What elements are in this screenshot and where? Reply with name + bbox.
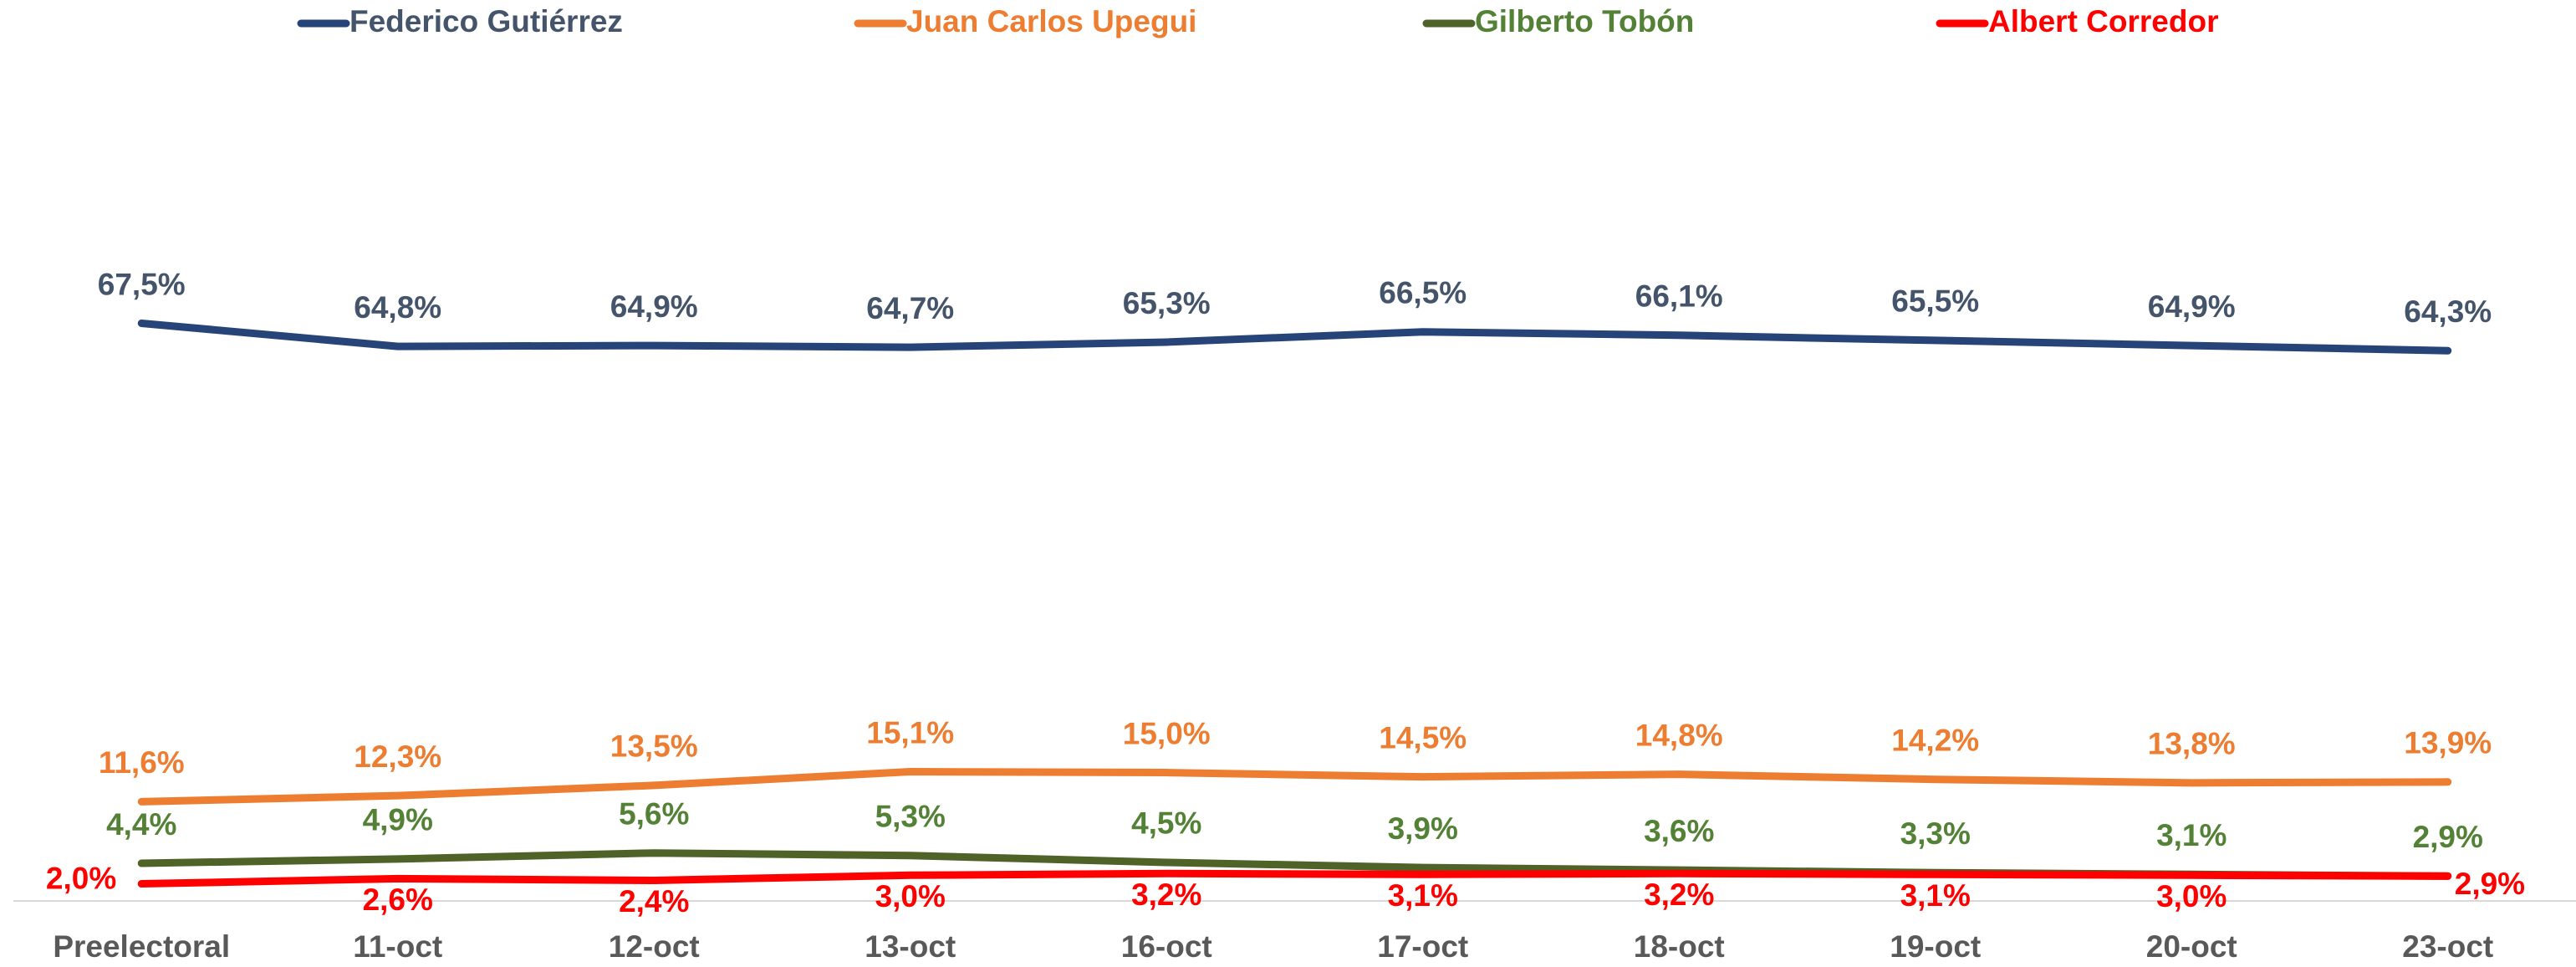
data-label: 64,9%: [610, 289, 698, 324]
legend-label: Juan Carlos Upegui: [906, 4, 1196, 38]
data-label: 5,6%: [619, 796, 689, 831]
data-label: 64,3%: [2404, 294, 2492, 329]
data-label: 5,3%: [875, 800, 946, 834]
data-label: 3,1%: [1388, 878, 1458, 913]
data-label: 13,5%: [610, 729, 698, 764]
x-tick-label: 16-oct: [1121, 929, 1212, 964]
data-label: 14,5%: [1379, 720, 1467, 755]
data-label: 65,3%: [1123, 286, 1211, 320]
x-tick-label: Preelectoral: [53, 929, 230, 964]
data-label: 11,6%: [99, 745, 185, 780]
data-label: 4,9%: [363, 803, 433, 837]
data-label: 3,1%: [1900, 878, 1971, 913]
x-tick-label: 18-oct: [1634, 929, 1725, 964]
legend-label: Gilberto Tobón: [1475, 4, 1694, 38]
data-label: 3,6%: [1644, 814, 1714, 848]
data-label: 3,2%: [1644, 877, 1714, 912]
data-label: 64,8%: [354, 290, 441, 325]
data-label: 4,5%: [1131, 806, 1201, 841]
data-label: 66,1%: [1635, 279, 1723, 314]
series-line: [137, 768, 2452, 806]
data-label: 3,3%: [1900, 816, 1971, 851]
x-tick-label: 20-oct: [2146, 929, 2237, 964]
data-label: 4,4%: [106, 807, 176, 842]
data-label: 64,7%: [866, 291, 954, 325]
data-label: 12,3%: [354, 739, 441, 774]
data-label: 15,0%: [1123, 716, 1211, 750]
data-label: 66,5%: [1379, 275, 1467, 310]
data-label: 64,9%: [2148, 289, 2236, 324]
series-line: [137, 869, 2452, 888]
data-label: 2,6%: [363, 883, 433, 917]
data-label: 2,9%: [2413, 820, 2483, 854]
x-tick-label: 13-oct: [865, 929, 956, 964]
data-label: 67,5%: [98, 267, 186, 301]
data-label: 15,1%: [866, 715, 954, 750]
x-tick-label: 17-oct: [1377, 929, 1468, 964]
x-tick-label: 11-oct: [353, 929, 442, 964]
data-label: 3,0%: [2156, 879, 2227, 913]
x-tick-label: 19-oct: [1890, 929, 1981, 964]
data-label: 3,2%: [1131, 877, 1201, 912]
data-label: 14,8%: [1635, 718, 1723, 752]
data-label: 14,2%: [1891, 724, 1979, 758]
data-label: 3,0%: [875, 879, 946, 913]
data-label: 65,5%: [1891, 284, 1979, 319]
data-label: 13,8%: [2148, 727, 2236, 761]
data-label: 2,0%: [46, 861, 116, 895]
data-label: 3,9%: [1388, 811, 1458, 846]
legend-label: Federico Gutiérrez: [349, 4, 623, 38]
x-tick-label: 23-oct: [2402, 929, 2493, 964]
data-label: 3,1%: [2156, 818, 2227, 852]
data-label: 2,4%: [619, 884, 689, 918]
x-tick-label: 12-oct: [609, 929, 700, 964]
data-label: 2,9%: [2455, 867, 2525, 901]
legend-label: Albert Corredor: [1988, 4, 2218, 38]
series-line: [137, 319, 2452, 355]
data-label: 13,9%: [2404, 726, 2492, 760]
